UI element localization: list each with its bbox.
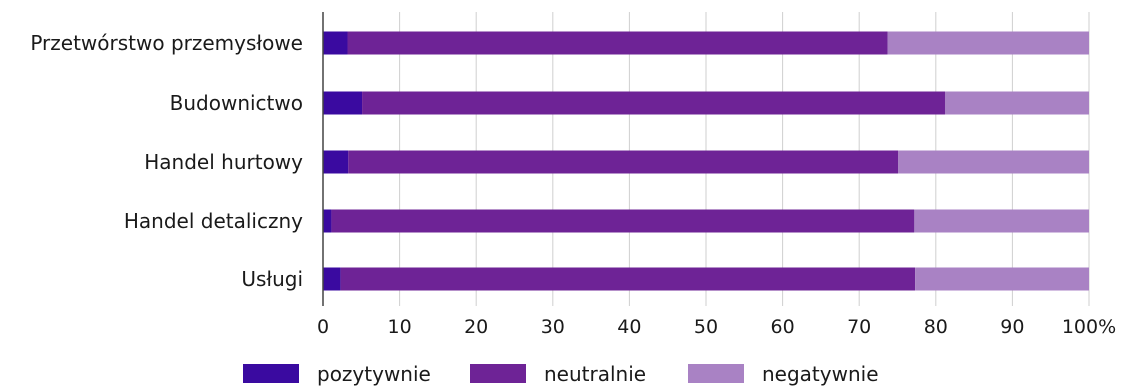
bar-pozytywnie-1 bbox=[323, 91, 363, 115]
x-tick-label: 20 bbox=[464, 316, 488, 338]
category-label: Handel detaliczny bbox=[124, 209, 303, 233]
legend-label-neutralnie: neutralnie bbox=[544, 361, 647, 386]
x-tick-label: 100% bbox=[1062, 316, 1116, 338]
bar-negatywnie-4 bbox=[915, 267, 1089, 291]
bar-negatywnie-0 bbox=[887, 31, 1089, 55]
x-tick-labels: 0 10 20 30 40 50 60 70 80 90 100% bbox=[317, 316, 1116, 338]
category-label: Usługi bbox=[241, 267, 303, 291]
bar-neutralnie-1 bbox=[362, 91, 945, 115]
legend-item-pozytywnie: pozytywnie bbox=[243, 360, 431, 387]
x-tick-label: 10 bbox=[388, 316, 412, 338]
bar-negatywnie-3 bbox=[914, 209, 1089, 233]
x-tick-label: 0 bbox=[317, 316, 329, 338]
legend: pozytywnie neutralnie negatywnie bbox=[0, 360, 1121, 387]
x-tick-label: 70 bbox=[847, 316, 871, 338]
bar-pozytywnie-3 bbox=[323, 209, 332, 233]
category-labels: Przetwórstwo przemysłowe Budownictwo Hande… bbox=[30, 31, 303, 291]
category-label: Przetwórstwo przemysłowe bbox=[30, 31, 303, 55]
legend-item-neutralnie: neutralnie bbox=[470, 360, 646, 387]
legend-swatch-neutralnie bbox=[470, 364, 526, 383]
bars bbox=[323, 31, 1089, 291]
bar-neutralnie-0 bbox=[347, 31, 888, 55]
legend-swatch-pozytywnie bbox=[243, 364, 299, 383]
x-tick-label: 60 bbox=[771, 316, 795, 338]
legend-label-pozytywnie: pozytywnie bbox=[317, 361, 431, 386]
legend-swatch-negatywnie bbox=[688, 364, 744, 383]
category-label: Budownictwo bbox=[170, 91, 303, 115]
x-tick-label: 40 bbox=[617, 316, 641, 338]
bar-pozytywnie-0 bbox=[323, 31, 348, 55]
bar-pozytywnie-4 bbox=[323, 267, 341, 291]
x-tick-label: 80 bbox=[924, 316, 948, 338]
bar-neutralnie-4 bbox=[340, 267, 916, 291]
bar-pozytywnie-2 bbox=[323, 150, 349, 174]
x-tick-label: 50 bbox=[694, 316, 718, 338]
bar-neutralnie-3 bbox=[331, 209, 915, 233]
bar-negatywnie-2 bbox=[898, 150, 1089, 174]
legend-item-negatywnie: negatywnie bbox=[688, 360, 879, 387]
bar-negatywnie-1 bbox=[944, 91, 1089, 115]
stacked-bar-chart: Przetwórstwo przemysłowe Budownictwo Hande… bbox=[30, 12, 1116, 338]
legend-label-negatywnie: negatywnie bbox=[762, 361, 879, 386]
x-tick-label: 90 bbox=[1000, 316, 1024, 338]
bar-neutralnie-2 bbox=[348, 150, 899, 174]
x-tick-label: 30 bbox=[541, 316, 565, 338]
category-label: Handel hurtowy bbox=[144, 150, 303, 174]
